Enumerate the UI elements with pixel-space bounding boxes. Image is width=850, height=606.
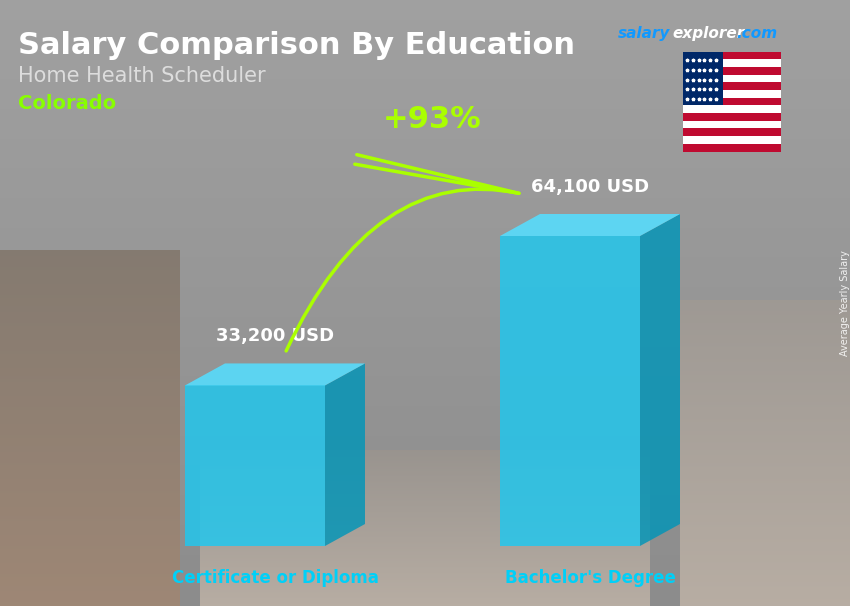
Text: Certificate or Diploma: Certificate or Diploma	[172, 569, 378, 587]
Polygon shape	[500, 236, 640, 546]
Bar	[683, 75, 781, 82]
Bar	[683, 67, 781, 75]
Bar	[683, 52, 722, 105]
Polygon shape	[640, 214, 680, 546]
Text: salary: salary	[618, 26, 671, 41]
Bar	[683, 113, 781, 121]
Bar	[683, 98, 781, 105]
Bar	[683, 144, 781, 152]
Bar	[683, 136, 781, 144]
Bar	[683, 90, 781, 98]
Bar	[683, 52, 781, 59]
Text: +93%: +93%	[383, 104, 482, 133]
Text: explorer: explorer	[672, 26, 745, 41]
Text: Average Yearly Salary: Average Yearly Salary	[840, 250, 850, 356]
Bar	[683, 105, 781, 113]
Bar	[683, 59, 781, 67]
Polygon shape	[185, 385, 325, 546]
Text: Home Health Scheduler: Home Health Scheduler	[18, 66, 265, 86]
Text: Colorado: Colorado	[18, 94, 116, 113]
Text: Bachelor's Degree: Bachelor's Degree	[505, 569, 676, 587]
Bar	[683, 121, 781, 128]
Text: 33,200 USD: 33,200 USD	[216, 327, 334, 345]
Text: 64,100 USD: 64,100 USD	[531, 178, 649, 196]
Polygon shape	[500, 214, 680, 236]
Bar	[683, 82, 781, 90]
Text: .com: .com	[736, 26, 777, 41]
Bar	[683, 128, 781, 136]
Polygon shape	[325, 364, 365, 546]
Polygon shape	[185, 364, 365, 385]
Text: Salary Comparison By Education: Salary Comparison By Education	[18, 31, 575, 60]
